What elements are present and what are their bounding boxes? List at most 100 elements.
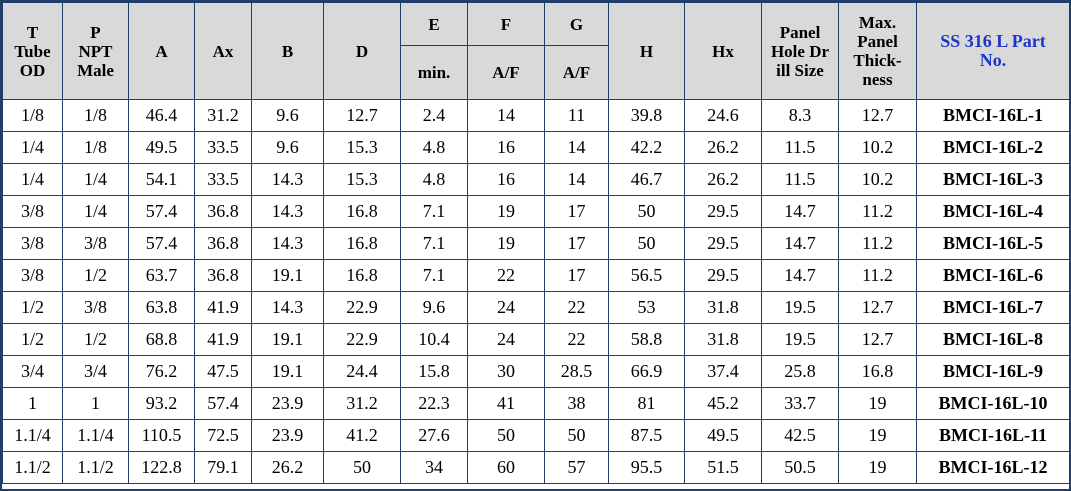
cell-npt-male: 1/2 [62,259,129,292]
cell-h: 39.8 [608,99,685,132]
cell-panel-hole: 25.8 [761,355,839,388]
cell-hx: 51.5 [684,451,762,484]
cell-a: 93.2 [128,387,195,420]
cell-max-panel: 12.7 [838,323,917,356]
cell-max-panel: 19 [838,451,917,484]
cell-hx: 26.2 [684,131,762,164]
cell-max-panel: 12.7 [838,291,917,324]
cell-d: 15.3 [323,163,401,196]
table-row: 1.1/4 1.1/4 110.5 72.5 23.9 41.2 27.6 50 50 87.5 4… [2,419,1070,452]
cell-max-panel: 12.7 [838,99,917,132]
table-row: 1 1 93.2 57.4 23.9 31.2 22.3 41 38 81 45.2 33.7 19 BM… [2,387,1070,420]
cell-ax: 72.5 [194,419,252,452]
header-d: D [323,2,401,100]
cell-g: 28.5 [544,355,609,388]
cell-a: 57.4 [128,195,195,228]
cell-b: 14.3 [251,291,324,324]
cell-panel-hole: 33.7 [761,387,839,420]
cell-hx: 29.5 [684,259,762,292]
cell-npt-male: 1/4 [62,195,129,228]
header-hx: Hx [684,2,762,100]
header-max-panel-thickness: Max. Panel Thick- ness [838,2,917,100]
cell-g: 57 [544,451,609,484]
cell-npt-male: 3/8 [62,227,129,260]
cell-part-no: BMCI-16L-3 [916,163,1070,196]
header-b: B [251,2,324,100]
cell-npt-male: 1/8 [62,99,129,132]
cell-max-panel: 11.2 [838,259,917,292]
cell-ax: 47.5 [194,355,252,388]
cell-tube-od: 1.1/2 [2,451,63,484]
cell-a: 76.2 [128,355,195,388]
header-tube-od: T Tube OD [2,2,63,100]
header-f-sub: A/F [467,45,545,100]
table-row: 1/2 3/8 63.8 41.9 14.3 22.9 9.6 24 22 53 31.8 19.5 1… [2,291,1070,324]
cell-e: 7.1 [400,195,468,228]
cell-max-panel: 19 [838,419,917,452]
header-g-sub: A/F [544,45,609,100]
cell-npt-male: 3/8 [62,291,129,324]
cell-f: 50 [467,419,545,452]
cell-npt-male: 1/4 [62,163,129,196]
cell-part-no: BMCI-16L-2 [916,131,1070,164]
cell-ax: 57.4 [194,387,252,420]
cell-ax: 41.9 [194,291,252,324]
cell-b: 9.6 [251,131,324,164]
cell-tube-od: 3/8 [2,195,63,228]
cell-f: 60 [467,451,545,484]
cell-h: 58.8 [608,323,685,356]
cell-h: 53 [608,291,685,324]
cell-f: 14 [467,99,545,132]
table-row: 1/8 1/8 46.4 31.2 9.6 12.7 2.4 14 11 39.8 24.6 8.3 1… [2,99,1070,132]
cell-npt-male: 1.1/2 [62,451,129,484]
cell-max-panel: 11.2 [838,227,917,260]
header-e-sub: min. [400,45,468,100]
cell-b: 26.2 [251,451,324,484]
cell-b: 19.1 [251,323,324,356]
cell-f: 24 [467,323,545,356]
table-row: 3/4 3/4 76.2 47.5 19.1 24.4 15.8 30 28.5 66.9 37.4… [2,355,1070,388]
cell-d: 15.3 [323,131,401,164]
header-ax: Ax [194,2,252,100]
cell-part-no: BMCI-16L-4 [916,195,1070,228]
cell-f: 41 [467,387,545,420]
cell-a: 63.8 [128,291,195,324]
cell-hx: 26.2 [684,163,762,196]
cell-d: 16.8 [323,259,401,292]
cell-h: 42.2 [608,131,685,164]
header-npt-male: P NPT Male [62,2,129,100]
table-row: 3/8 1/4 57.4 36.8 14.3 16.8 7.1 19 17 50 29.5 14.7 1… [2,195,1070,228]
cell-d: 22.9 [323,323,401,356]
cell-g: 50 [544,419,609,452]
cell-f: 22 [467,259,545,292]
cell-b: 14.3 [251,195,324,228]
cell-tube-od: 3/8 [2,259,63,292]
cell-ax: 31.2 [194,99,252,132]
cell-h: 56.5 [608,259,685,292]
cell-g: 14 [544,163,609,196]
cell-tube-od: 1/2 [2,323,63,356]
cell-max-panel: 10.2 [838,163,917,196]
cell-d: 41.2 [323,419,401,452]
cell-g: 14 [544,131,609,164]
cell-b: 14.3 [251,227,324,260]
cell-part-no: BMCI-16L-5 [916,227,1070,260]
cell-f: 30 [467,355,545,388]
cell-a: 54.1 [128,163,195,196]
table-body: 1/8 1/8 46.4 31.2 9.6 12.7 2.4 14 11 39.8 24.6 8.3 1… [2,99,1070,484]
cell-f: 24 [467,291,545,324]
cell-d: 31.2 [323,387,401,420]
cell-hx: 31.8 [684,291,762,324]
cell-ax: 41.9 [194,323,252,356]
cell-part-no: BMCI-16L-12 [916,451,1070,484]
cell-hx: 49.5 [684,419,762,452]
cell-e: 2.4 [400,99,468,132]
cell-panel-hole: 11.5 [761,131,839,164]
cell-g: 38 [544,387,609,420]
cell-a: 57.4 [128,227,195,260]
table-row: 3/8 1/2 63.7 36.8 19.1 16.8 7.1 22 17 56.5 29.5 14.… [2,259,1070,292]
cell-d: 16.8 [323,195,401,228]
cell-panel-hole: 8.3 [761,99,839,132]
cell-tube-od: 1/4 [2,131,63,164]
cell-b: 23.9 [251,419,324,452]
